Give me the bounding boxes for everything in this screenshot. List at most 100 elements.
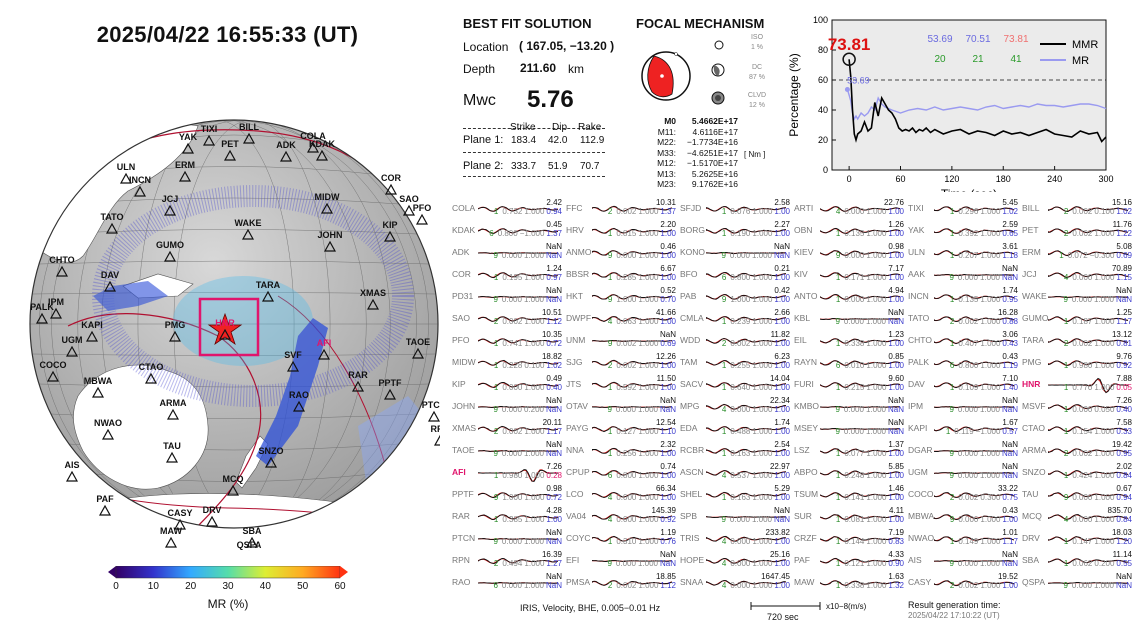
metric-c1: 0.072 [1067,251,1088,260]
observed-trace [478,406,558,408]
waveform-metrics: 9 0.000 1.000 NaN [493,537,562,546]
metric-c1: 0.494 [502,559,523,568]
metric-c2: 1.000 [752,493,773,502]
metric-n: 9 [607,295,613,304]
waveform-metrics: 9 0.000 1.000 NaN [493,449,562,458]
observed-trace [820,360,900,366]
y-tick-label: 40 [818,105,828,115]
metric-b: 0.40 [546,383,562,392]
waveform-station-label: NWAO [908,533,935,543]
metric-n: 4 [721,471,727,480]
station-triangle-icon [133,185,147,197]
station-marker: ERM [175,160,195,182]
waveform-amplitude: 0.52 [660,286,676,295]
waveform-cell: FFC 10.31 2 0.002 1.000 1.37 [564,198,678,220]
observed-trace [1048,360,1128,366]
metric-c2: 1.000 [638,273,659,282]
waveform-trace [592,470,672,476]
moment-tensor-row: M33: −4.6251E+17 [646,148,738,159]
metric-b: 0.69 [660,339,676,348]
metric-b: 1.00 [888,383,904,392]
waveform-amplitude: NaN [887,308,904,317]
waveform-trace [934,273,1014,276]
waveform-metrics: 1 0.149 1.000 1.17 [950,537,1018,546]
metric-c2: 1.000 [865,317,886,326]
waveform-metrics: 4 0.000 1.000 1.00 [722,581,790,590]
waveform-metrics: 1 0.338 1.000 1.00 [836,339,904,348]
waveform-trace [820,294,900,300]
plane1-rake: 112.9 [580,135,605,146]
waveform-metrics: 1 0.000 1.000 1.00 [836,295,904,304]
metric-n: 1 [835,559,841,568]
metric-n: 1 [835,449,841,458]
waveform-cell: DAV 7.10 1 0.109 1.000 1.40 [906,374,1020,396]
metric-c1: 0.190 [730,229,751,238]
beachball-icon [641,51,691,101]
metric-c1: 0.800 [730,273,751,282]
metric-c2: 1.000 [1094,317,1115,326]
waveform-trace [478,538,558,541]
waveform-metrics: 2 0.002 1.000 1.22 [1064,229,1132,238]
metric-c2: 1.000 [1094,493,1115,502]
metric-n: 1 [1063,317,1069,326]
waveform-station-label: RAO [452,577,471,587]
observed-trace [592,580,672,586]
metric-n: 9 [493,493,499,502]
metric-c1: 0.119 [954,427,974,436]
metric-c2: 1.000 [638,229,659,238]
stat-top-value: 73.81 [1003,34,1028,45]
waveform-cell: JCJ 70.89 4 0.000 1.000 1.15 [1020,264,1134,286]
metric-c1: 0.000 [1072,273,1093,282]
waveform-trace [1048,448,1128,455]
waveform-trace [934,492,1014,498]
metric-n: 1 [949,207,955,216]
metric-c2: 1.000 [866,361,887,370]
metric-c1: 0.000 [844,251,865,260]
metric-c1: 0.000 [730,559,751,568]
metric-c2: 1.000 [752,405,773,414]
metric-c2: 1.000 [638,339,659,348]
depth-label: Depth [463,62,496,76]
station-label: RAO [289,390,309,400]
focal-mechanism-title: FOCAL MECHANISM [636,16,765,31]
metric-n: 9 [835,405,840,414]
observed-trace [478,425,558,432]
waveform-cell: KIP 0.49 1 0.000 1.000 0.40 [450,374,564,396]
mr-chart: 0 60 120 180 240 300 0 20 40 60 80 100 Time (sec) Per… [784,12,1124,201]
y-tick-label: 80 [818,45,828,55]
waveform-metrics: 4 0.000 1.000 0.84 [1064,515,1132,524]
station-label: PPTF [378,378,402,388]
metric-n: 1 [721,229,727,238]
metric-n: 1 [721,361,727,370]
waveform-metrics: 9 0.000 1.000 NaN [607,559,676,568]
metric-c2: 1.000 [980,537,1001,546]
waveform-amplitude: 0.21 [774,264,790,273]
clvd-component-icon [711,91,725,105]
waveform-station-label: AFI [452,467,466,477]
station-triangle-icon [168,330,182,342]
station-marker: SVF [284,350,302,372]
waveform-amplitude: 145.39 [651,506,676,515]
metric-c1: 0.296 [958,207,979,216]
metric-b: 1.00 [774,361,790,370]
metric-c1: 0.000 [501,251,522,260]
iso-label: ISO [750,34,764,41]
station-triangle-icon [65,345,79,357]
waveform-cell: TRIS 233.82 4 0.000 1.000 1.00 [678,528,792,550]
waveform-cell: OTAV NaN 9 0.000 1.000 NaN [564,396,678,418]
waveform-metrics: 4 0.000 1.000 1.00 [722,405,790,414]
waveform-amplitude: NaN [1001,550,1018,559]
observed-trace [1048,558,1128,564]
waveform-station-label: PALK [908,357,930,367]
waveform-cell: TIXI 5.45 1 0.296 1.000 1.02 [906,198,1020,220]
station-triangle-icon [205,515,219,527]
metric-b: NaN [773,251,790,260]
metric-n: 9 [835,427,840,436]
metric-c2: 1.000 [752,229,773,238]
metric-n: 1 [607,537,613,546]
observed-trace [478,316,558,322]
metric-b: NaN [545,537,562,546]
metric-n: 9 [1063,493,1069,502]
metric-c1: 0.000 [615,559,636,568]
waveform-trace [1048,492,1128,498]
